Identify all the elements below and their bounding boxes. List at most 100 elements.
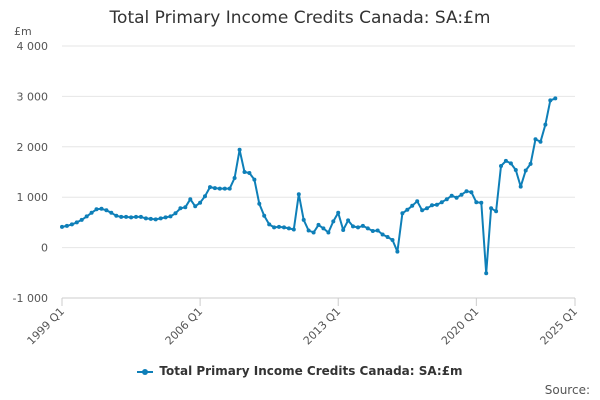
data-point[interactable] [410,203,415,208]
data-point[interactable] [553,96,558,101]
data-point[interactable] [484,271,489,276]
data-point[interactable] [252,177,257,182]
data-point[interactable] [301,217,306,222]
data-point[interactable] [400,211,405,216]
data-point[interactable] [331,219,336,224]
data-point[interactable] [178,206,183,211]
data-point[interactable] [257,201,262,206]
data-point[interactable] [538,139,543,144]
data-point[interactable] [104,208,109,213]
data-point[interactable] [198,200,203,205]
data-point[interactable] [311,230,316,235]
data-point[interactable] [138,214,143,219]
data-point[interactable] [60,224,64,229]
data-point[interactable] [282,225,286,230]
data-point[interactable] [227,186,232,191]
data-point[interactable] [459,192,464,197]
data-point[interactable] [356,225,360,230]
data-point[interactable] [262,213,267,218]
data-point[interactable] [469,190,474,195]
data-point[interactable] [79,217,84,222]
data-point[interactable] [183,205,188,210]
data-point[interactable] [449,193,454,198]
data-point[interactable] [232,176,237,180]
data-point[interactable] [380,232,385,237]
data-point[interactable] [267,222,272,227]
data-point[interactable] [74,220,79,225]
data-point[interactable] [129,215,134,220]
data-point[interactable] [153,217,158,222]
data-point[interactable] [405,207,410,212]
data-point[interactable] [247,171,252,175]
data-point[interactable] [119,214,124,219]
legend[interactable]: Total Primary Income Credits Canada: SA:… [0,364,600,378]
data-point[interactable] [444,197,449,202]
data-point[interactable] [114,213,119,218]
data-point[interactable] [434,202,439,207]
data-point[interactable] [203,194,207,199]
data-point[interactable] [499,164,503,168]
data-point[interactable] [341,228,346,232]
data-point[interactable] [158,216,163,221]
data-point[interactable] [454,195,459,200]
data-point[interactable] [148,216,153,221]
data-point[interactable] [395,249,400,254]
data-point[interactable] [528,161,533,166]
data-point[interactable] [286,226,291,231]
data-point[interactable] [69,222,74,227]
data-point[interactable] [89,210,94,215]
data-point[interactable] [360,223,365,228]
data-point[interactable] [420,208,425,213]
data-point[interactable] [222,186,227,191]
data-point[interactable] [523,168,528,173]
data-point[interactable] [336,210,341,215]
data-point[interactable] [351,224,355,229]
data-point[interactable] [508,161,513,166]
data-point[interactable] [134,214,138,219]
data-point[interactable] [346,218,351,223]
data-point[interactable] [272,225,277,230]
data-point[interactable] [168,214,173,219]
data-point[interactable] [242,170,247,174]
data-point[interactable] [237,147,242,152]
data-point[interactable] [193,204,198,209]
data-point[interactable] [370,229,375,233]
data-point[interactable] [548,98,553,103]
data-point[interactable] [479,200,484,205]
data-point[interactable] [533,137,538,142]
data-point[interactable] [489,206,494,211]
data-point[interactable] [464,189,469,194]
data-point[interactable] [124,214,129,219]
data-point[interactable] [109,210,114,215]
data-point[interactable] [296,192,301,197]
data-point[interactable] [212,186,217,191]
data-point[interactable] [99,206,104,211]
data-point[interactable] [306,228,311,233]
data-point[interactable] [316,222,321,227]
data-point[interactable] [173,211,178,216]
data-point[interactable] [474,200,479,205]
data-point[interactable] [390,238,395,242]
data-point[interactable] [513,168,518,172]
data-point[interactable] [64,223,69,228]
data-point[interactable] [277,224,281,229]
data-point[interactable] [375,228,380,233]
data-point[interactable] [494,209,499,214]
data-point[interactable] [163,215,168,220]
data-point[interactable] [94,207,99,212]
data-point[interactable] [543,122,548,127]
data-point[interactable] [84,214,89,219]
data-point[interactable] [321,226,326,231]
data-point[interactable] [430,203,434,208]
data-point[interactable] [365,226,370,231]
data-point[interactable] [425,206,429,211]
data-point[interactable] [208,185,212,190]
data-point[interactable] [143,216,148,221]
data-point[interactable] [326,230,331,235]
data-point[interactable] [518,184,523,189]
data-point[interactable] [291,227,296,232]
data-point[interactable] [439,200,444,205]
data-point[interactable] [188,197,193,202]
data-point[interactable] [217,186,222,191]
data-point[interactable] [415,199,420,204]
